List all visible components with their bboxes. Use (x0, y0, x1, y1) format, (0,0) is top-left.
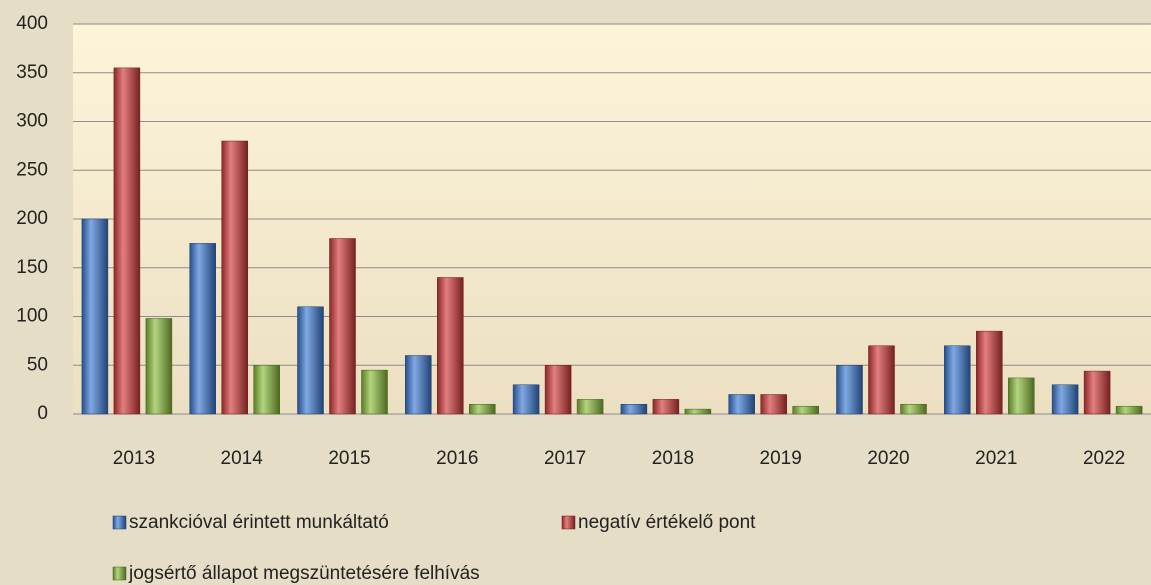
legend-swatch (561, 515, 576, 530)
y-tick-label: 100 (16, 306, 48, 327)
bar (620, 404, 648, 415)
bar (512, 384, 540, 415)
bar (145, 318, 173, 415)
x-tick-label: 2016 (436, 448, 478, 469)
legend-swatch (112, 515, 127, 530)
legend-label: negatív értékelő pont (578, 512, 756, 533)
bar (976, 330, 1003, 415)
y-tick-label: 0 (37, 403, 48, 424)
bar (792, 405, 819, 415)
bar (728, 394, 755, 415)
bar (1115, 405, 1143, 415)
bar (113, 67, 141, 415)
bar (684, 408, 712, 415)
y-tick-label: 50 (27, 354, 48, 375)
bar (437, 277, 464, 415)
bar (868, 345, 895, 415)
y-tick-label: 200 (16, 208, 48, 229)
x-tick-label: 2019 (760, 448, 802, 469)
bar (652, 399, 680, 415)
x-tick-label: 2020 (867, 448, 909, 469)
bar (361, 369, 388, 415)
x-tick-label: 2014 (221, 448, 264, 469)
bar (469, 404, 496, 415)
legend-label: szankcióval érintett munkáltató (129, 512, 389, 533)
bar (944, 345, 971, 415)
x-tick-label: 2022 (1083, 448, 1125, 469)
bar (405, 355, 432, 415)
x-tick-label: 2018 (652, 448, 694, 469)
y-tick-label: 300 (16, 111, 48, 132)
x-tick-label: 2021 (975, 448, 1017, 469)
legend-swatch (112, 566, 127, 581)
y-tick-label: 350 (16, 62, 48, 83)
x-tick-label: 2015 (328, 448, 370, 469)
bar (297, 306, 324, 415)
bar (760, 394, 787, 415)
bar (544, 365, 572, 415)
bar (1008, 377, 1035, 415)
bar (1051, 384, 1079, 415)
bar (189, 243, 216, 415)
bar (81, 218, 109, 415)
y-tick-label: 400 (16, 13, 48, 34)
bar (329, 238, 356, 415)
legend-label: jogsértő állapot megszüntetésére felhívá… (128, 563, 480, 584)
y-tick-label: 150 (16, 257, 48, 278)
x-tick-label: 2013 (113, 448, 155, 469)
bar (253, 365, 280, 415)
bar (900, 404, 927, 415)
bar (1083, 370, 1111, 415)
bar (576, 399, 604, 415)
bar (836, 365, 863, 415)
bar (221, 140, 248, 415)
y-tick-label: 250 (16, 159, 48, 180)
x-tick-label: 2017 (544, 448, 586, 469)
